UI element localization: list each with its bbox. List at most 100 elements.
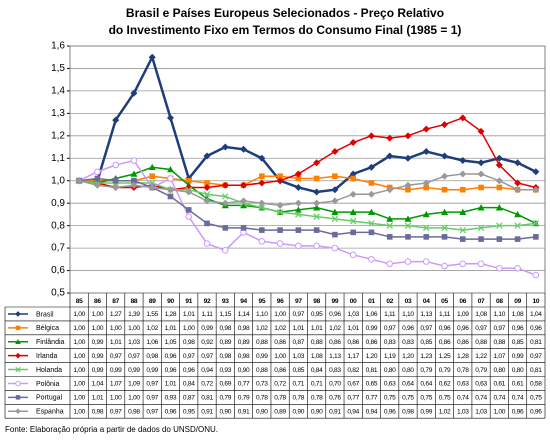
table-cell: 0,71 [311,381,323,388]
marker [478,184,484,191]
table-cell: 0,98 [238,353,250,360]
table-cell: 0,58 [530,381,542,388]
marker [221,199,229,207]
table-cell: 0,69 [219,381,231,388]
marker [276,240,284,247]
table-cell: 0,72 [274,381,286,388]
table-cell: 0,61 [512,381,524,388]
marker [130,170,138,177]
marker [258,204,266,211]
marker [405,234,411,240]
table-cell: 1,03 [128,339,140,346]
table-cell: 0,98 [92,409,104,416]
table-cell: 0,91 [201,409,213,416]
marker [441,208,449,215]
table-cell: 0,99 [512,353,524,360]
marker [259,173,265,180]
marker [514,186,522,194]
y-tick-label: 0,5 [51,288,65,299]
marker [495,177,503,185]
series-line [79,177,536,240]
table-cell: 0,87 [293,339,305,346]
table-cell: 0,78 [457,367,469,374]
x-tick-label: 93 [222,298,229,305]
marker [477,127,485,135]
marker [332,231,338,238]
marker [258,179,266,187]
table-cell: 0,90 [238,367,250,374]
table-cell: 0,63 [457,381,469,388]
marker [93,181,101,189]
marker [15,380,21,387]
table-cell: 0,96 [402,325,414,332]
marker [131,177,137,184]
table-cell: 0,86 [274,339,286,346]
marker [221,181,229,189]
marker [514,210,522,218]
marker [496,184,503,191]
table-cell: 0,97 [420,325,432,332]
table-cell: 1,23 [420,353,432,360]
table-cell: 0,97 [494,325,506,332]
legend-label: Polônia [36,381,59,388]
table-cell: 0,98 [238,325,250,332]
marker [350,229,356,236]
y-tick-label: 1,0 [51,175,65,186]
x-tick-label: 97 [295,298,302,305]
x-tick-label: 08 [496,298,503,305]
table-cell: 0,78 [311,395,323,402]
marker [240,181,248,189]
marker [459,170,467,178]
table-cell: 0,96 [329,311,341,318]
marker [166,114,174,122]
table-cell: 0,88 [256,367,268,374]
legend-label: Brasil [36,311,54,318]
marker [15,311,21,317]
marker [332,173,338,180]
marker [404,222,412,229]
table-cell: 0,99 [256,353,268,360]
table-cell: 0,99 [366,325,378,332]
table-cell: 0,98 [128,409,140,416]
table-cell: 1,55 [146,311,158,318]
table-cell: 1,09 [457,311,469,318]
marker [331,148,339,156]
marker [276,177,284,185]
table-cell: 0,96 [165,353,177,360]
table-cell: 1,22 [475,353,487,360]
marker [459,226,467,234]
marker [185,177,192,184]
table-cell: 0,78 [256,395,268,402]
marker [368,220,375,227]
marker [295,175,302,182]
marker [295,242,302,250]
table-cell: 0,96 [530,325,542,332]
table-cell: 1,00 [128,325,140,332]
table-cell: 0,97 [146,381,158,388]
table-cell: 0,96 [512,325,524,332]
legend-label: Irlanda [36,353,58,360]
x-tick-label: 96 [277,298,284,305]
source-note: Fonte: Elaboração própria a partir de da… [5,425,218,434]
table-cell: 0,86 [347,339,359,346]
table-cell: 1,08 [311,353,323,360]
marker [203,183,211,191]
table-cell: 0,84 [183,381,195,388]
marker [112,116,120,124]
table-cell: 1,28 [165,311,177,318]
marker [441,262,448,270]
marker [331,244,339,252]
table-cell: 0,94 [201,367,213,374]
marker [514,265,521,272]
table-cell: 1,00 [73,409,85,416]
table-cell: 1,03 [457,409,469,416]
marker [15,366,21,373]
marker [441,152,449,160]
table-cell: 1,02 [256,325,268,332]
legend-label: Espanha [36,409,64,416]
marker [185,188,193,196]
marker [112,183,120,191]
marker [258,154,266,162]
table-cell: 0,99 [92,353,104,360]
